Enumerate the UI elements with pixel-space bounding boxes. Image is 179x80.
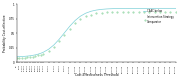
Intervention Strategy
Comparator (34, 56, 37, 57)
Intervention Strategy
Comparator (18, 57, 21, 58)
Intervention Strategy
Comparator (111, 12, 113, 13)
CEAC below (74, 20, 76, 21)
Intervention Strategy
Comparator (32, 56, 34, 57)
CEAC below (69, 26, 71, 27)
CEAC below (164, 8, 166, 9)
Line: CEAC below: CEAC below (17, 8, 176, 57)
Intervention Strategy
Comparator (79, 19, 81, 20)
CEAC below (42, 52, 44, 53)
CEAC below (175, 8, 177, 9)
CEAC below (37, 54, 39, 55)
Intervention Strategy
Comparator (164, 11, 166, 12)
CEAC below (63, 32, 66, 33)
Intervention Strategy
Comparator (26, 57, 28, 58)
CEAC below (40, 53, 42, 54)
Intervention Strategy
Comparator (122, 11, 124, 12)
CEAC below (18, 56, 21, 57)
Intervention Strategy
Comparator (69, 28, 71, 29)
CEAC below (26, 56, 28, 57)
CEAC below (111, 8, 113, 9)
Intervention Strategy
Comparator (24, 57, 26, 58)
CEAC below (16, 56, 18, 57)
X-axis label: Cost-Effectiveness Threshold: Cost-Effectiveness Threshold (74, 73, 118, 77)
CEAC below (132, 8, 134, 9)
Intervention Strategy
Comparator (85, 16, 87, 17)
CEAC below (34, 54, 37, 55)
Intervention Strategy
Comparator (169, 11, 171, 12)
CEAC below (159, 8, 161, 9)
Intervention Strategy
Comparator (16, 57, 18, 58)
Intervention Strategy
Comparator (138, 11, 140, 12)
Intervention Strategy
Comparator (106, 12, 108, 13)
Intervention Strategy
Comparator (127, 11, 129, 12)
CEAC below (95, 10, 97, 11)
CEAC below (48, 49, 50, 50)
Line: Intervention Strategy
Comparator: Intervention Strategy Comparator (16, 11, 176, 59)
CEAC below (148, 8, 150, 9)
Intervention Strategy
Comparator (40, 54, 42, 55)
Intervention Strategy
Comparator (143, 11, 145, 12)
CEAC below (90, 11, 92, 12)
Intervention Strategy
Comparator (159, 11, 161, 12)
Y-axis label: Probability Cost-effective: Probability Cost-effective (3, 14, 7, 52)
Intervention Strategy
Comparator (48, 50, 50, 51)
Legend: CEAC below, Intervention Strategy
Comparator: CEAC below, Intervention Strategy Compar… (143, 8, 175, 25)
Intervention Strategy
Comparator (132, 11, 134, 12)
Intervention Strategy
Comparator (153, 11, 156, 12)
Intervention Strategy
Comparator (90, 14, 92, 15)
Intervention Strategy
Comparator (53, 46, 55, 47)
CEAC below (100, 9, 103, 10)
Intervention Strategy
Comparator (74, 23, 76, 24)
CEAC below (116, 8, 118, 9)
CEAC below (122, 8, 124, 9)
CEAC below (29, 55, 31, 56)
CEAC below (53, 44, 55, 45)
CEAC below (21, 56, 23, 57)
CEAC below (79, 16, 81, 17)
Intervention Strategy
Comparator (58, 41, 60, 42)
Intervention Strategy
Comparator (175, 11, 177, 12)
CEAC below (169, 8, 171, 9)
Intervention Strategy
Comparator (29, 56, 31, 57)
CEAC below (32, 55, 34, 56)
CEAC below (24, 56, 26, 57)
CEAC below (127, 8, 129, 9)
Intervention Strategy
Comparator (42, 53, 44, 54)
Intervention Strategy
Comparator (63, 35, 66, 36)
Intervention Strategy
Comparator (95, 13, 97, 14)
Intervention Strategy
Comparator (148, 11, 150, 12)
CEAC below (106, 8, 108, 9)
CEAC below (153, 8, 156, 9)
Intervention Strategy
Comparator (100, 12, 103, 13)
Intervention Strategy
Comparator (37, 55, 39, 56)
Intervention Strategy
Comparator (21, 57, 23, 58)
CEAC below (138, 8, 140, 9)
CEAC below (143, 8, 145, 9)
CEAC below (58, 39, 60, 40)
CEAC below (85, 13, 87, 14)
